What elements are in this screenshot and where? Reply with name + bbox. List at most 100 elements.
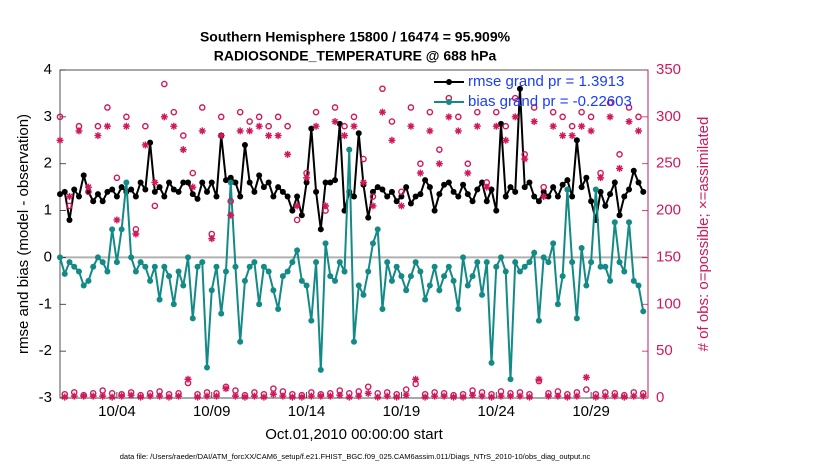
possible-obs	[246, 118, 253, 125]
point	[474, 259, 481, 266]
possible-obs	[265, 122, 272, 130]
point	[611, 179, 618, 186]
assimilated-obs	[137, 393, 145, 401]
possible-obs	[364, 383, 372, 391]
assimilated-obs	[383, 392, 391, 400]
possible-obs	[369, 193, 377, 200]
point	[298, 277, 305, 284]
assimilated-obs	[279, 392, 287, 400]
possible-obs	[161, 80, 168, 88]
possible-obs	[455, 113, 462, 121]
assimilated-obs	[535, 375, 543, 383]
possible-obs	[398, 188, 405, 196]
point	[166, 273, 173, 280]
point	[535, 198, 542, 205]
possible-obs	[284, 122, 291, 130]
series-line	[59, 149, 645, 380]
point	[431, 207, 438, 214]
point	[559, 181, 566, 188]
point	[275, 305, 282, 312]
assimilated-obs	[260, 393, 268, 401]
point	[412, 259, 419, 266]
point	[507, 376, 514, 383]
assimilated-obs	[450, 393, 458, 401]
point	[626, 219, 633, 226]
point	[94, 191, 101, 198]
assimilated-obs	[231, 392, 239, 400]
point	[640, 308, 647, 315]
point	[479, 291, 486, 298]
possible-obs	[350, 113, 358, 121]
assimilated-obs	[525, 393, 533, 401]
chart-title: Southern Hemisphere 15800 / 16474 = 95.9…	[200, 29, 511, 45]
assimilated-obs	[440, 392, 448, 400]
point	[265, 268, 272, 275]
point	[351, 193, 357, 200]
point	[365, 214, 372, 221]
possible-obs	[407, 104, 415, 111]
assimilated-obs	[559, 132, 567, 140]
point	[294, 247, 301, 254]
point	[113, 259, 120, 266]
assimilated-obs	[345, 393, 353, 401]
point	[99, 259, 106, 266]
point	[502, 193, 509, 200]
point	[573, 137, 580, 144]
possible-obs	[170, 108, 178, 116]
assimilated-obs	[492, 122, 500, 130]
assimilated-obs	[516, 392, 524, 400]
assimilated-obs	[265, 132, 273, 140]
assimilated-obs	[175, 392, 183, 400]
point	[194, 263, 201, 270]
point	[132, 193, 139, 200]
point	[118, 184, 125, 191]
assimilated-obs	[70, 392, 78, 400]
point	[232, 179, 239, 186]
assimilated-obs	[639, 392, 647, 400]
point	[398, 273, 405, 280]
assimilated-obs	[56, 136, 64, 144]
assimilated-obs	[75, 127, 83, 135]
assimilated-obs	[212, 392, 220, 400]
assimilated-obs	[426, 127, 434, 135]
possible-obs	[341, 122, 348, 130]
possible-obs	[530, 104, 538, 111]
point	[85, 277, 92, 284]
assimilated-obs	[464, 169, 472, 177]
assimilated-obs	[497, 392, 505, 400]
assimilated-obs	[293, 202, 301, 210]
point	[151, 263, 158, 270]
point	[388, 188, 395, 195]
point	[61, 188, 68, 195]
assimilated-obs	[355, 392, 363, 400]
y-tick-label: 2	[44, 155, 52, 172]
point	[222, 268, 229, 275]
assimilated-obs	[635, 127, 643, 135]
point	[246, 179, 253, 186]
x-tick-label: 10/19	[383, 403, 421, 420]
possible-obs	[587, 113, 595, 121]
point	[526, 179, 533, 186]
possible-obs	[94, 122, 102, 130]
assimilated-obs	[544, 392, 552, 400]
assimilated-obs	[156, 392, 164, 400]
possible-obs	[123, 113, 130, 121]
point	[469, 273, 476, 280]
point	[640, 188, 647, 195]
possible-obs	[568, 122, 576, 130]
possible-obs	[104, 104, 111, 111]
point	[512, 188, 519, 195]
point	[554, 193, 561, 200]
point	[147, 139, 154, 146]
assimilated-obs	[222, 385, 230, 393]
point	[569, 193, 576, 200]
assimilated-obs	[317, 392, 325, 400]
assimilated-obs	[217, 132, 225, 140]
point	[336, 120, 343, 127]
point	[369, 240, 376, 247]
point	[398, 193, 405, 200]
assimilated-obs	[103, 122, 111, 130]
point	[204, 188, 210, 195]
point	[123, 179, 130, 186]
